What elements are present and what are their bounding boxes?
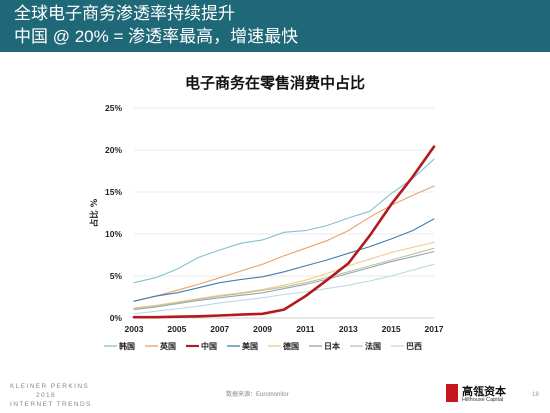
legend-entry: 美国: [242, 341, 258, 351]
legend-entry: 日本: [324, 341, 340, 351]
series-line-法国: [133, 247, 435, 310]
series-line-德国: [133, 241, 435, 309]
series-line-美国: [133, 218, 435, 302]
series-line-英国: [133, 185, 435, 302]
x-tick-label: 2005: [167, 324, 186, 334]
legend-entry: 法国: [365, 341, 381, 351]
hillhouse-logo-icon: [446, 384, 458, 402]
y-tick-label: 20%: [105, 145, 122, 155]
y-tick-label: 0%: [110, 313, 123, 323]
kpcb-name: KLEINER PERKINS: [10, 383, 90, 390]
kpcb-footer: KLEINER PERKINS 2018 INTERNET TRENDS: [10, 382, 92, 409]
legend-entry: 韩国: [119, 341, 135, 351]
x-tick-label: 2015: [382, 324, 401, 334]
x-tick-label: 2017: [425, 324, 444, 334]
y-tick-label: 25%: [105, 103, 122, 113]
x-tick-label: 2013: [339, 324, 358, 334]
series-line-韩国: [133, 158, 435, 284]
x-tick-label: 2007: [210, 324, 229, 334]
x-tick-label: 2009: [253, 324, 272, 334]
series-line-中国: [132, 145, 436, 319]
x-tick-label: 2003: [125, 324, 144, 334]
series-line-巴西: [133, 263, 435, 315]
chart-title: 电子商务在零售消费中占比: [184, 75, 365, 92]
page-number: 18: [532, 392, 539, 398]
data-source: 数据来源：Euromonitor: [226, 392, 289, 398]
legend-entry: 巴西: [406, 342, 422, 351]
y-axis-label: 占比 %: [89, 198, 100, 227]
brand-name-cn: 高瓴资本: [462, 386, 506, 398]
kpcb-year: 2018: [36, 392, 57, 399]
kpcb-report: INTERNET TRENDS: [10, 401, 92, 408]
header-banner: 全球电子商务渗透率持续提升 中国 @ 20% = 渗透率最高，增速最快: [0, 0, 550, 52]
slide-subtitle: 中国 @ 20% = 渗透率最高，增速最快: [14, 27, 299, 46]
legend-entry: 德国: [283, 341, 299, 351]
series-line-日本: [133, 251, 435, 311]
x-tick-label: 2011: [296, 324, 315, 334]
slide-title: 全球电子商务渗透率持续提升: [14, 4, 235, 23]
y-tick-label: 5%: [110, 271, 123, 281]
y-tick-label: 15%: [105, 187, 122, 197]
brand-name-en: Hillhouse Capital: [462, 397, 504, 403]
y-tick-label: 10%: [105, 229, 122, 239]
legend-entry: 中国: [201, 341, 217, 351]
legend-entry: 英国: [159, 341, 176, 351]
